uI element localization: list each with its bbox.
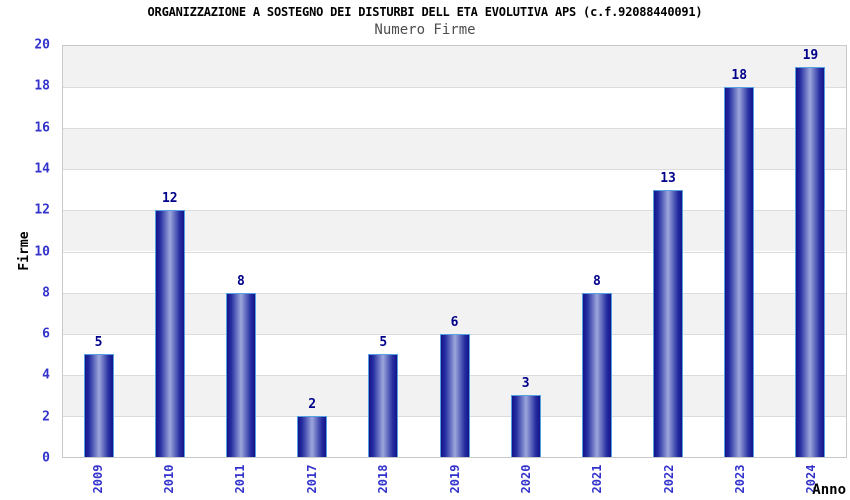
- bar-2010: [154, 210, 185, 457]
- bar-2021: [581, 292, 612, 457]
- x-axis-ticks: 2009 2010 2011 2017 2018 2019 2020 2021 2022 2023…: [62, 465, 847, 494]
- y-tick-label: 6: [42, 326, 50, 342]
- bar-value-label: 2: [308, 396, 317, 412]
- bar-value-label: 6: [450, 314, 459, 330]
- bar-value-label: 12: [161, 191, 178, 207]
- grid-band: [63, 292, 846, 334]
- grid-band: [63, 169, 846, 211]
- y-tick-label: 0: [42, 450, 50, 466]
- bar-value-label: 19: [802, 47, 819, 63]
- y-tick-label: 2: [42, 409, 50, 425]
- x-tick-label: 2020: [518, 464, 533, 494]
- bar-2011: [225, 292, 256, 457]
- grid-band: [63, 46, 846, 88]
- x-tick-label: 2021: [590, 464, 605, 494]
- x-tick-label: 2022: [661, 464, 676, 494]
- bar-2024: [795, 66, 826, 457]
- chart-title: ORGANIZZAZIONE A SOSTEGNO DEI DISTURBI D…: [147, 5, 703, 19]
- bar-2023: [724, 87, 755, 457]
- y-tick-label: 10: [34, 244, 50, 259]
- y-tick-label: 12: [34, 202, 50, 218]
- chart-subtitle: Numero Firme: [374, 22, 476, 38]
- bar-value-label: 8: [592, 273, 601, 289]
- bar-2009: [83, 354, 114, 457]
- grid-band: [63, 210, 846, 252]
- grid-band: [63, 251, 846, 293]
- bar-value-label: 5: [94, 335, 103, 351]
- bar-2018: [368, 354, 399, 457]
- x-tick-label: 2010: [162, 464, 177, 494]
- bar-2020: [510, 395, 541, 457]
- x-tick-label: 2011: [233, 464, 248, 494]
- grid-band: [63, 128, 846, 170]
- x-tick-label: 2018: [376, 464, 391, 494]
- bar-value-label: 18: [731, 68, 748, 84]
- y-tick-label: 4: [42, 367, 50, 383]
- y-tick-label: 14: [34, 161, 50, 177]
- x-axis-title: Anno: [812, 482, 846, 498]
- x-tick-label: 2019: [447, 464, 462, 494]
- bar-value-label: 8: [237, 273, 245, 289]
- bar-value-label: 5: [379, 335, 388, 351]
- y-tick-label: 20: [34, 37, 50, 53]
- bar-value-label: 3: [521, 376, 530, 392]
- bar-2017: [297, 415, 328, 457]
- y-axis-ticks: 0 2 4 6 8 10 12 14 16 18 20: [0, 38, 56, 466]
- bar-2019: [439, 333, 470, 457]
- x-tick-label: 2009: [90, 464, 105, 494]
- grid-band: [63, 87, 846, 129]
- bar-2022: [653, 189, 684, 457]
- plot-area: 5 12 8 2 5 6 3 8 13 18 19: [62, 45, 847, 458]
- x-tick-label: 2023: [732, 464, 747, 494]
- y-tick-label: 16: [34, 120, 50, 136]
- x-tick-label: 2017: [304, 464, 319, 494]
- y-tick-label: 8: [42, 285, 50, 301]
- bar-value-label: 13: [660, 170, 676, 186]
- y-tick-label: 18: [34, 78, 50, 94]
